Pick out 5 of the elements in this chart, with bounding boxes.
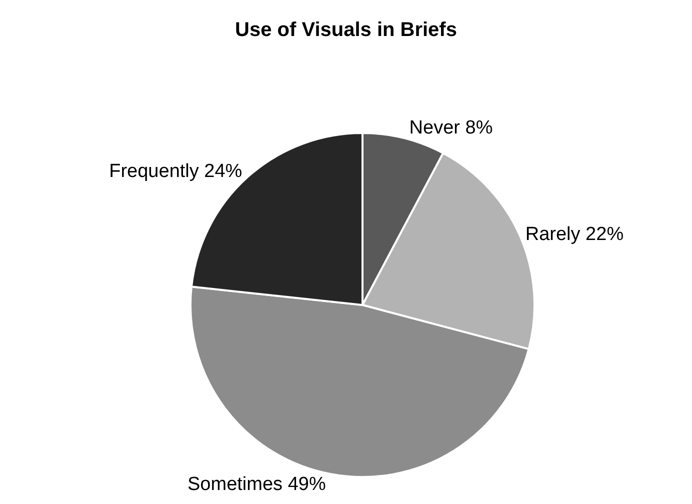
slice-label: Never 8%	[409, 118, 493, 139]
slice-label: Sometimes 49%	[188, 474, 326, 495]
chart-title: Use of Visuals in Briefs	[235, 19, 457, 41]
slice-label: Rarely 22%	[525, 224, 624, 245]
slice-label: Frequently 24%	[109, 160, 242, 182]
